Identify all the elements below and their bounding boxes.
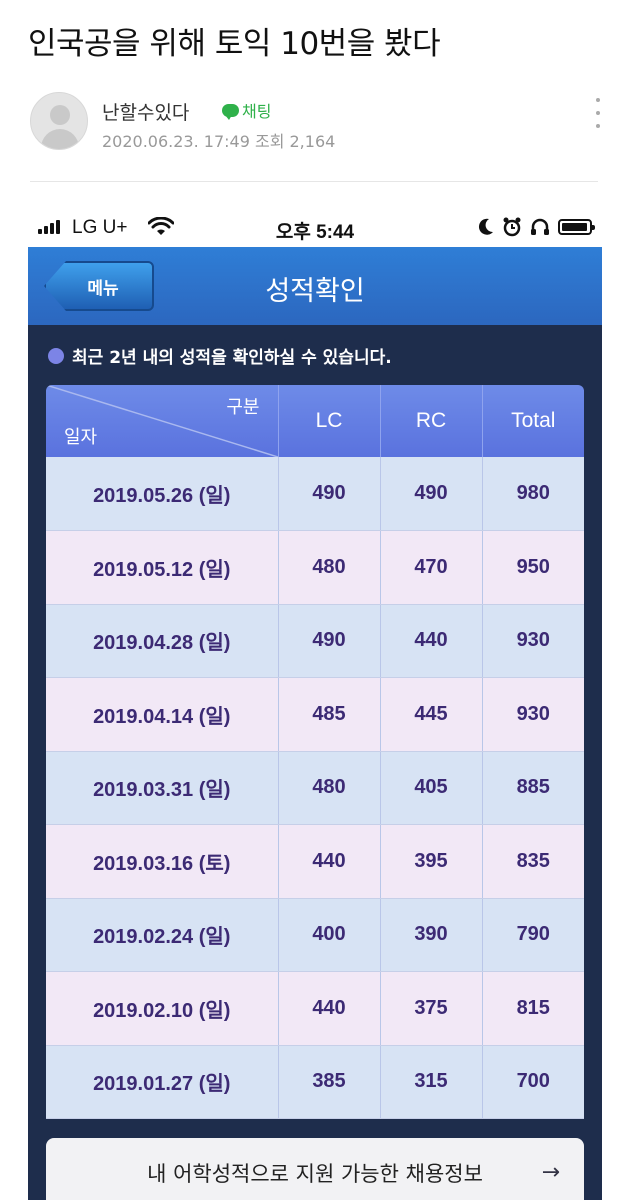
cell-lc: 480: [278, 751, 381, 825]
divider: [30, 181, 598, 182]
app-header: 메뉴 성적확인: [28, 247, 602, 325]
avatar[interactable]: [30, 92, 88, 150]
header-date: 일자: [64, 427, 98, 447]
table-header-row: 구분 일자 LC RC Total: [46, 385, 584, 457]
page-title: 성적확인: [265, 276, 365, 307]
table-row: 2019.01.27 (일) 385 315 700: [46, 1045, 584, 1119]
table-row: 2019.05.26 (일) 490 490 980: [46, 457, 584, 531]
cell-date: 2019.03.16 (토): [46, 824, 279, 899]
cell-date: 2019.03.31 (일): [46, 751, 279, 825]
cell-rc: 490: [380, 457, 483, 531]
table-row: 2019.03.31 (일) 480 405 885: [46, 751, 584, 825]
table-row: 2019.03.16 (토) 440 395 835: [46, 824, 584, 899]
cell-date: 2019.01.27 (일): [46, 1045, 279, 1119]
headphones-icon: [531, 218, 549, 235]
job-info-label: 내 어학성적으로 지원 가능한 채용정보: [147, 1162, 483, 1186]
cell-date: 2019.04.14 (일): [46, 677, 279, 752]
cell-lc: 440: [278, 824, 381, 899]
author-row: 난할수있다 채팅 2020.06.23. 17:49 조회 2,164: [30, 92, 610, 152]
cell-lc: 385: [278, 1045, 381, 1119]
cell-rc: 390: [380, 898, 483, 972]
avatar-head-shape: [50, 105, 70, 125]
signal-icon: [38, 220, 60, 234]
table-row: 2019.04.28 (일) 490 440 930: [46, 604, 584, 678]
cell-total: 885: [482, 751, 584, 825]
wifi-icon: [148, 217, 174, 235]
table-row: 2019.02.10 (일) 440 375 815: [46, 971, 584, 1046]
avatar-body-shape: [41, 129, 79, 149]
cell-date: 2019.04.28 (일): [46, 604, 279, 678]
score-table: 구분 일자 LC RC Total 2019.05.26 (일) 490 490…: [46, 385, 584, 1119]
phone-screenshot: LG U+ 오후 5:44 메뉴: [28, 205, 602, 1200]
menu-label: 메뉴: [87, 278, 119, 299]
cell-rc: 440: [380, 604, 483, 678]
cell-total: 815: [482, 971, 584, 1046]
cell-total: 930: [482, 677, 584, 752]
cell-lc: 440: [278, 971, 381, 1046]
chat-bubble-icon: [222, 103, 239, 120]
moon-icon: [478, 218, 493, 235]
bullet-dot-icon: [48, 347, 64, 364]
notice-text: 최근 2년 내의 성적을 확인하실 수 있습니다.: [72, 348, 392, 368]
post-title: 인국공을 위해 토익 10번을 봤다: [28, 26, 441, 62]
status-icons: [478, 217, 595, 237]
cell-total: 930: [482, 604, 584, 678]
author-name[interactable]: 난할수있다: [102, 102, 190, 124]
cell-lc: 480: [278, 530, 381, 605]
battery-icon: [558, 219, 595, 235]
carrier-label: LG U+: [72, 217, 128, 238]
cell-date: 2019.02.10 (일): [46, 971, 279, 1046]
header-lc: LC: [278, 385, 381, 457]
table-row: 2019.05.12 (일) 480 470 950: [46, 530, 584, 605]
cell-lc: 490: [278, 457, 381, 531]
table-row: 2019.04.14 (일) 485 445 930: [46, 677, 584, 752]
job-info-button[interactable]: 내 어학성적으로 지원 가능한 채용정보 →: [46, 1138, 584, 1200]
cell-rc: 375: [380, 971, 483, 1046]
table-row: 2019.02.24 (일) 400 390 790: [46, 898, 584, 972]
notice: 최근 2년 내의 성적을 확인하실 수 있습니다.: [48, 343, 392, 368]
cell-total: 790: [482, 898, 584, 972]
battery-fill: [562, 223, 587, 231]
header-rc: RC: [380, 385, 483, 457]
cell-lc: 485: [278, 677, 381, 752]
header-total: Total: [482, 385, 584, 457]
cell-lc: 400: [278, 898, 381, 972]
cell-date: 2019.05.26 (일): [46, 457, 279, 531]
arrow-right-icon: →: [541, 1160, 560, 1185]
cell-total: 950: [482, 530, 584, 605]
more-options-icon[interactable]: [594, 98, 602, 128]
cell-total: 980: [482, 457, 584, 531]
cell-rc: 315: [380, 1045, 483, 1119]
diagonal-divider: [46, 385, 278, 457]
chat-label: 채팅: [242, 102, 272, 121]
menu-back-button[interactable]: 메뉴: [44, 261, 154, 311]
alarm-clock-icon: [503, 217, 521, 237]
cell-total: 700: [482, 1045, 584, 1119]
status-time: 오후 5:44: [275, 222, 355, 243]
cell-rc: 395: [380, 824, 483, 899]
cell-rc: 405: [380, 751, 483, 825]
chat-link[interactable]: 채팅: [222, 98, 271, 122]
status-bar: LG U+ 오후 5:44: [28, 205, 602, 247]
post-meta: 2020.06.23. 17:49 조회 2,164: [102, 132, 336, 151]
cell-date: 2019.02.24 (일): [46, 898, 279, 972]
cell-rc: 445: [380, 677, 483, 752]
cell-lc: 490: [278, 604, 381, 678]
cell-rc: 470: [380, 530, 483, 605]
cell-date: 2019.05.12 (일): [46, 530, 279, 605]
header-category: 구분: [226, 397, 260, 417]
header-corner: 구분 일자: [46, 385, 279, 457]
cell-total: 835: [482, 824, 584, 899]
